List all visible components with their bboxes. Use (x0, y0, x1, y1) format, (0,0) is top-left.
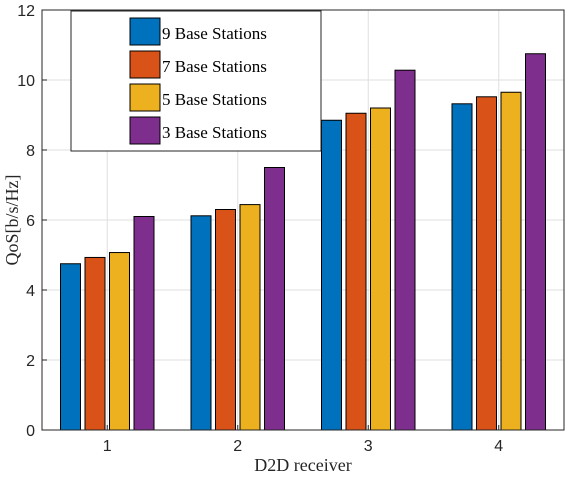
bar-9-base-stations-receiver-2 (190, 215, 212, 431)
bar-9-base-stations-receiver-4 (451, 103, 473, 431)
bar-3-base-stations-receiver-1 (133, 216, 155, 431)
y-tick-label: 6 (26, 213, 35, 230)
y-tick-label: 8 (26, 143, 35, 160)
bar-9-base-stations-receiver-3 (321, 119, 342, 431)
y-ticks: 0 2 4 6 8 10 12 (17, 3, 47, 440)
legend-label: 5 Base Stations (162, 90, 267, 109)
bar-5-base-stations-receiver-4 (500, 91, 522, 431)
x-tick-label: 2 (233, 438, 242, 455)
legend-label: 9 Base Stations (162, 24, 267, 43)
y-tick-label: 0 (26, 423, 35, 440)
x-tick-label: 1 (103, 438, 112, 455)
legend-swatch (129, 17, 161, 46)
bar-3-base-stations-receiver-3 (394, 69, 416, 431)
bar-3-base-stations-receiver-4 (525, 53, 546, 431)
y-tick-label: 4 (26, 283, 35, 300)
bar-5-base-stations-receiver-1 (109, 252, 130, 431)
bar-7-base-stations-receiver-4 (476, 96, 497, 431)
legend-swatch (129, 116, 161, 145)
y-tick-label: 12 (17, 3, 35, 20)
x-axis-label: D2D receiver (254, 455, 351, 475)
y-tick-label: 2 (26, 353, 35, 370)
bar-7-base-stations-receiver-1 (84, 256, 106, 431)
legend: 9 Base Stations 7 Base Stations 5 Base Sta… (70, 10, 322, 152)
bar-9-base-stations-receiver-1 (60, 263, 81, 431)
x-tick-label: 4 (494, 438, 503, 455)
legend-swatch (129, 83, 161, 112)
y-tick-label: 10 (17, 73, 35, 90)
x-ticks: 1 2 3 4 (103, 425, 503, 455)
legend-swatch (129, 50, 161, 79)
bar-7-base-stations-receiver-2 (215, 209, 236, 431)
bar-3-base-stations-receiver-2 (264, 167, 285, 431)
bar-5-base-stations-receiver-2 (239, 204, 261, 431)
x-tick-label: 3 (364, 438, 373, 455)
legend-box (70, 10, 322, 152)
y-axis-label: QoS[b/s/Hz] (2, 175, 22, 266)
legend-label: 7 Base Stations (162, 57, 267, 76)
legend-label: 3 Base Stations (162, 123, 267, 142)
bar-5-base-stations-receiver-3 (370, 107, 391, 431)
bar-7-base-stations-receiver-3 (345, 112, 367, 431)
